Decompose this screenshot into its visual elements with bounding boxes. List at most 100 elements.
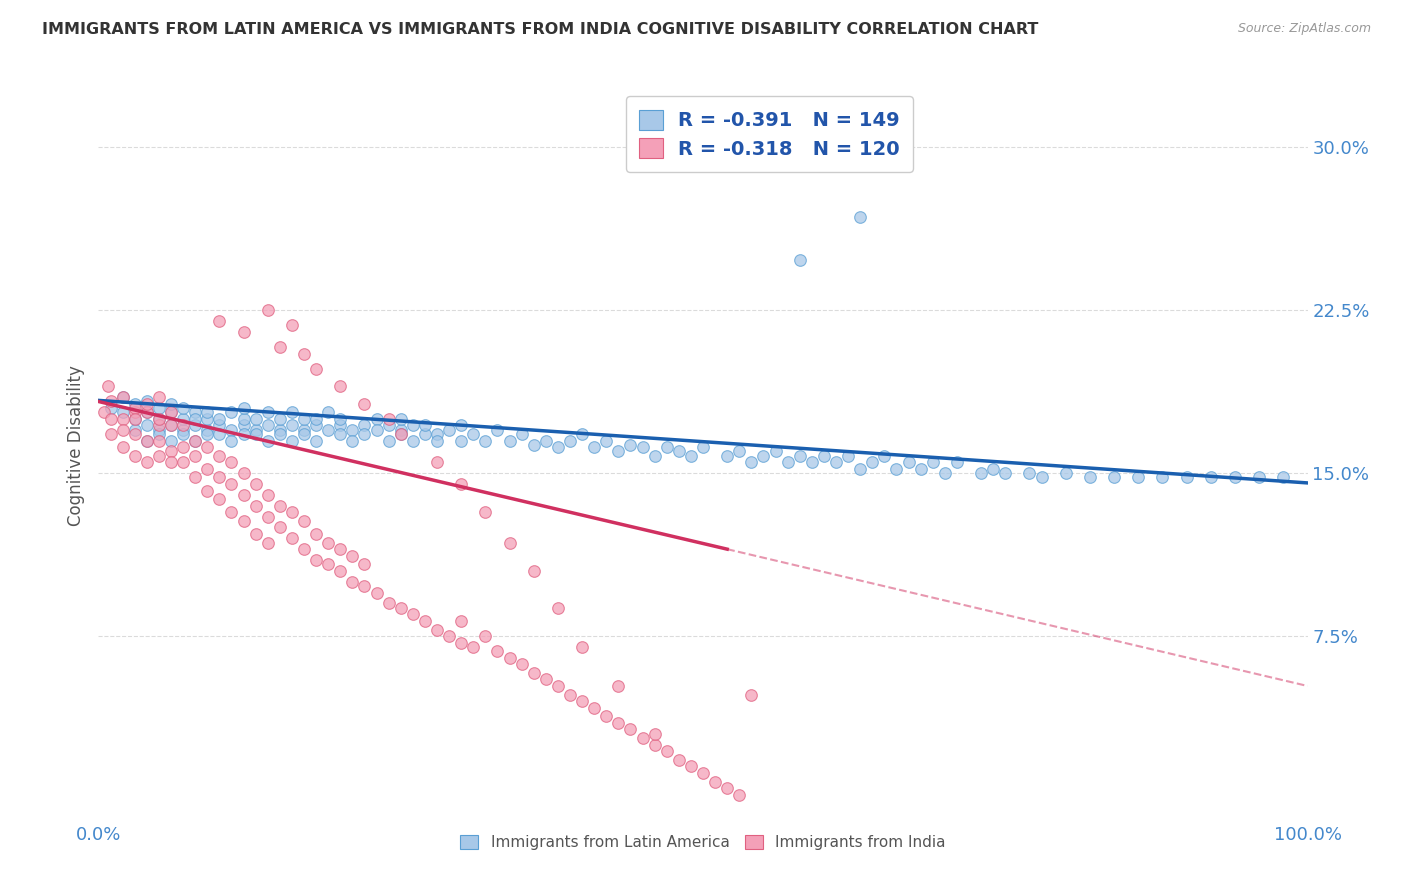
- Point: [607, 444, 630, 458]
- Point: [510, 657, 533, 672]
- Point: [111, 405, 134, 419]
- Point: [256, 434, 278, 448]
- Point: [1128, 470, 1150, 484]
- Point: [232, 401, 254, 415]
- Point: [607, 679, 630, 693]
- Point: [160, 444, 183, 458]
- Point: [631, 731, 654, 745]
- Point: [232, 488, 254, 502]
- Point: [981, 462, 1004, 476]
- Point: [100, 427, 122, 442]
- Point: [389, 423, 412, 437]
- Point: [256, 488, 278, 502]
- Point: [910, 462, 932, 476]
- Point: [195, 412, 218, 426]
- Point: [644, 449, 666, 463]
- Point: [269, 499, 291, 513]
- Point: [124, 449, 146, 463]
- Point: [281, 505, 304, 519]
- Point: [849, 210, 872, 224]
- Point: [342, 423, 364, 437]
- Point: [148, 390, 170, 404]
- Point: [100, 394, 122, 409]
- Point: [124, 412, 146, 426]
- Point: [111, 423, 134, 437]
- Point: [184, 418, 207, 433]
- Point: [571, 694, 593, 708]
- Point: [245, 427, 267, 442]
- Point: [402, 434, 425, 448]
- Point: [245, 412, 267, 426]
- Point: [510, 427, 533, 442]
- Point: [849, 462, 872, 476]
- Point: [825, 455, 848, 469]
- Point: [292, 347, 315, 361]
- Point: [353, 397, 375, 411]
- Point: [124, 401, 146, 415]
- Text: Source: ZipAtlas.com: Source: ZipAtlas.com: [1237, 22, 1371, 36]
- Point: [232, 466, 254, 480]
- Point: [728, 444, 751, 458]
- Point: [135, 394, 157, 409]
- Point: [305, 527, 328, 541]
- Point: [366, 412, 388, 426]
- Point: [547, 679, 569, 693]
- Point: [100, 401, 122, 415]
- Point: [921, 455, 943, 469]
- Point: [389, 427, 412, 442]
- Point: [377, 434, 399, 448]
- Point: [329, 418, 352, 433]
- Point: [160, 405, 183, 419]
- Point: [148, 423, 170, 437]
- Point: [124, 405, 146, 419]
- Point: [316, 405, 339, 419]
- Point: [305, 412, 328, 426]
- Point: [305, 434, 328, 448]
- Point: [172, 418, 194, 433]
- Point: [740, 688, 762, 702]
- Point: [655, 744, 678, 758]
- Point: [316, 535, 339, 549]
- Point: [329, 564, 352, 578]
- Point: [135, 455, 157, 469]
- Point: [292, 514, 315, 528]
- Point: [256, 418, 278, 433]
- Point: [619, 438, 641, 452]
- Point: [208, 470, 231, 484]
- Point: [704, 774, 727, 789]
- Point: [135, 434, 157, 448]
- Point: [208, 412, 231, 426]
- Point: [1102, 470, 1125, 484]
- Point: [316, 423, 339, 437]
- Point: [498, 650, 520, 665]
- Point: [1199, 470, 1222, 484]
- Point: [437, 629, 460, 643]
- Point: [292, 412, 315, 426]
- Point: [860, 455, 883, 469]
- Point: [232, 325, 254, 339]
- Point: [232, 418, 254, 433]
- Point: [486, 644, 509, 658]
- Point: [1018, 466, 1040, 480]
- Point: [281, 318, 304, 333]
- Point: [450, 477, 472, 491]
- Point: [124, 423, 146, 437]
- Point: [329, 542, 352, 557]
- Point: [124, 397, 146, 411]
- Point: [329, 412, 352, 426]
- Point: [474, 434, 496, 448]
- Point: [450, 635, 472, 649]
- Point: [534, 673, 557, 687]
- Point: [631, 440, 654, 454]
- Point: [728, 788, 751, 802]
- Y-axis label: Cognitive Disability: Cognitive Disability: [66, 366, 84, 526]
- Point: [463, 427, 485, 442]
- Point: [413, 427, 436, 442]
- Point: [269, 520, 291, 534]
- Point: [111, 390, 134, 404]
- Point: [221, 455, 243, 469]
- Point: [281, 434, 304, 448]
- Point: [413, 418, 436, 433]
- Point: [184, 412, 207, 426]
- Point: [160, 405, 183, 419]
